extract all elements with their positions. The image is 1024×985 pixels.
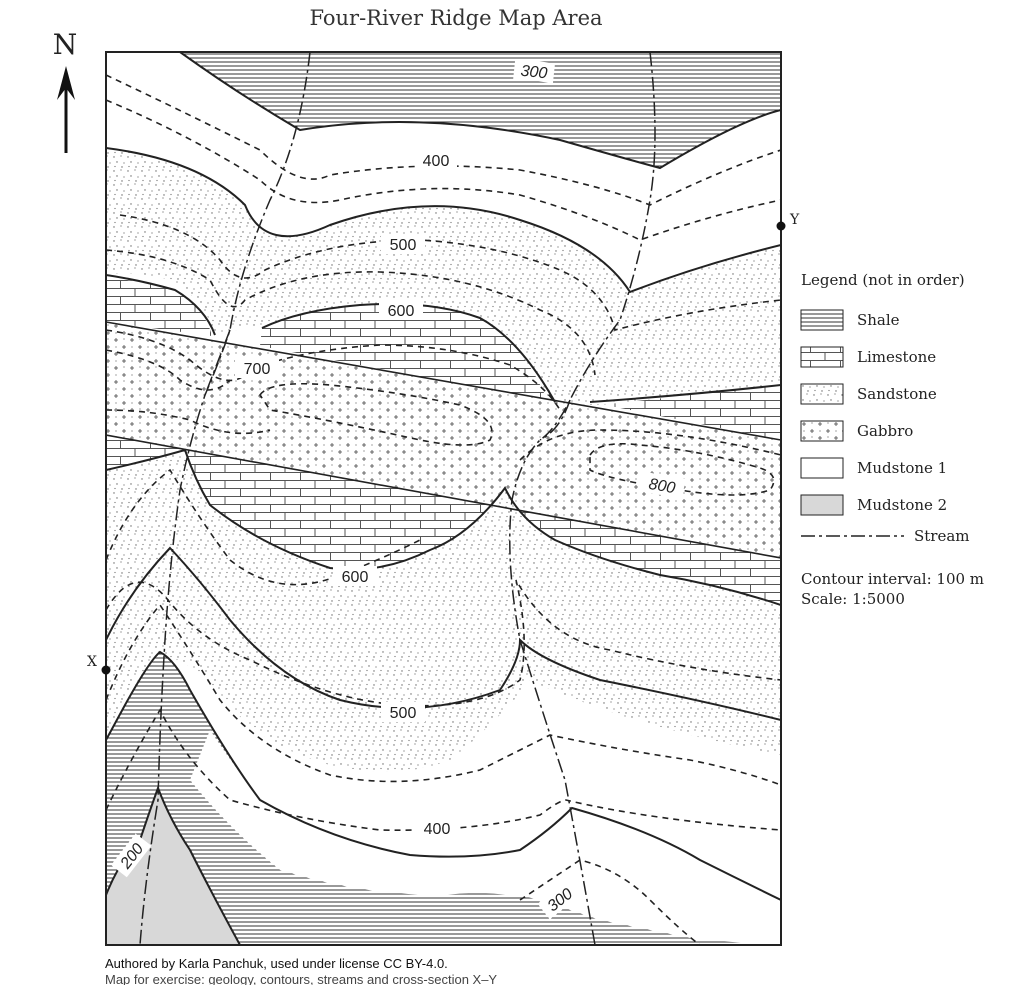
sandstone-swatch <box>800 383 844 405</box>
legend-title: Legend (not in order) <box>801 271 965 289</box>
section-point-x: X <box>87 654 111 675</box>
limestone-unit-north <box>260 303 555 402</box>
contour-label-700: 700 <box>244 361 271 378</box>
legend-item-sandstone: Sandstone <box>800 383 937 405</box>
legend-item-gabbro: Gabbro <box>800 420 913 442</box>
legend-item-stream: Stream <box>801 527 970 545</box>
legend-label-limestone: Limestone <box>857 348 936 366</box>
contour-label-300-north: 300 <box>520 63 548 83</box>
legend-item-shale: Shale <box>800 309 900 331</box>
limestone-swatch <box>800 346 844 368</box>
contour-label-800: 800 <box>647 476 676 497</box>
gabbro-swatch <box>800 420 844 442</box>
section-point-y: Y <box>776 212 800 231</box>
map-title: Four-River Ridge Map Area <box>309 6 602 30</box>
sandstone-unit-north <box>106 148 781 405</box>
contour-label-600-north: 600 <box>388 303 415 320</box>
mudstone2-swatch <box>800 494 844 516</box>
legend-label-shale: Shale <box>857 311 900 329</box>
contour-label-600-south: 600 <box>342 569 369 586</box>
contour-labels: 300 400 500 600 700 800 600 500 4 <box>111 58 686 920</box>
mudstone2-unit <box>106 788 240 945</box>
attribution: Authored by Karla Panchuk, used under li… <box>105 956 448 971</box>
legend-item-mudstone2: Mudstone 2 <box>800 494 947 516</box>
legend: Legend (not in order) Shale Limestone Sa… <box>800 271 984 608</box>
contour-interval-text: Contour interval: 100 m <box>801 570 984 588</box>
legend-label-mudstone2: Mudstone 2 <box>857 496 947 514</box>
limestone-unit-northwest <box>106 278 212 336</box>
legend-label-stream: Stream <box>914 527 970 545</box>
legend-item-mudstone1: Mudstone 1 <box>800 457 947 479</box>
north-label: N <box>53 28 78 61</box>
attribution-continued: Map for exercise: geology, contours, str… <box>105 972 498 985</box>
gabbro-dike <box>106 322 781 558</box>
contour-label-500-north: 500 <box>390 237 417 254</box>
shale-swatch <box>800 309 844 331</box>
mudstone1-band-south <box>190 730 781 945</box>
point-y-label: Y <box>789 212 800 228</box>
contour-label-400-north: 400 <box>423 153 450 170</box>
point-x-label: X <box>87 654 97 670</box>
limestone-unit-east <box>590 385 781 440</box>
shale-unit-north <box>180 52 781 168</box>
map-frame <box>105 51 782 946</box>
scale-text: Scale: 1:5000 <box>801 590 905 608</box>
limestone-unit-south <box>106 435 781 605</box>
contour-label-400-south: 400 <box>424 821 451 838</box>
contour-label-500-south: 500 <box>390 705 417 722</box>
north-arrow: N <box>53 28 78 153</box>
legend-label-gabbro: Gabbro <box>857 422 913 440</box>
map-area: 300 400 500 600 700 800 600 500 4 <box>105 51 782 946</box>
mudstone1-swatch <box>800 457 844 479</box>
legend-label-mudstone1: Mudstone 1 <box>857 459 947 477</box>
legend-item-limestone: Limestone <box>800 346 936 368</box>
legend-label-sandstone: Sandstone <box>857 385 937 403</box>
sandstone-unit-south <box>106 450 781 772</box>
